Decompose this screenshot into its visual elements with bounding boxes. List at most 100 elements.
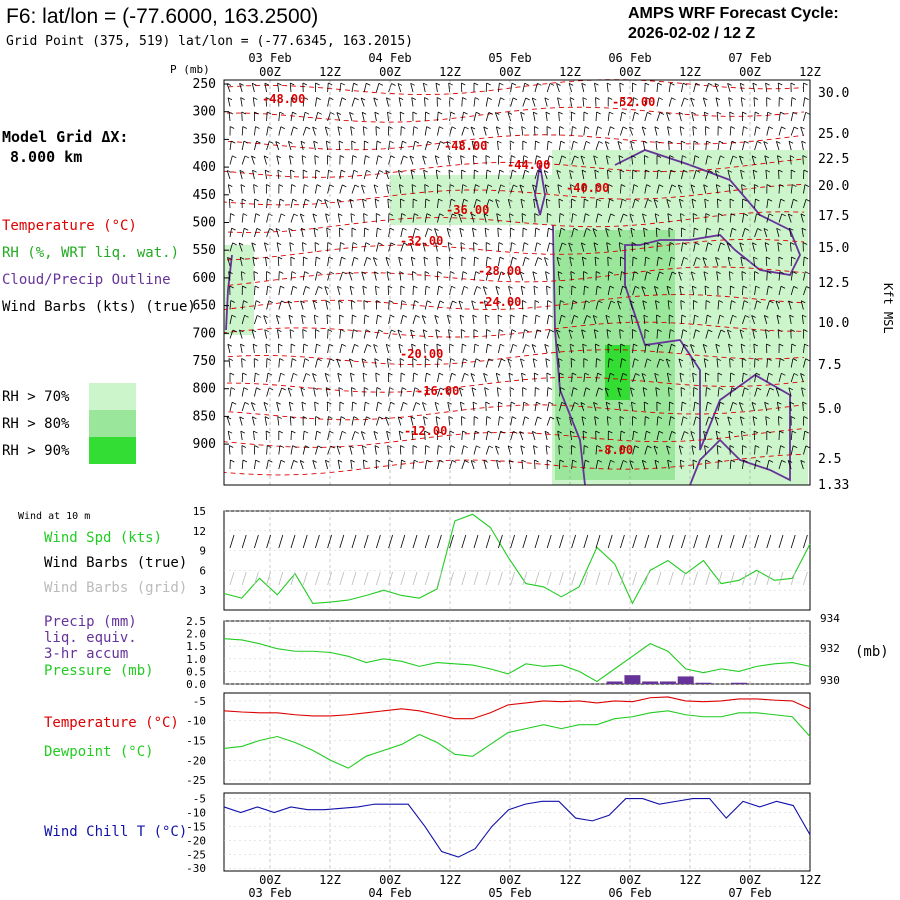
wind-barb bbox=[361, 184, 365, 194]
wind-barb-flag bbox=[728, 184, 734, 187]
wind-barb bbox=[325, 387, 328, 397]
wind-barb bbox=[485, 314, 487, 325]
wind-barb-flag bbox=[252, 82, 257, 86]
wind-barb bbox=[666, 445, 670, 455]
wind-barb bbox=[644, 344, 647, 354]
wind-barb bbox=[388, 402, 392, 412]
wind-barb-flag bbox=[463, 198, 469, 202]
wind-barb bbox=[302, 373, 307, 383]
wind-barb-flag bbox=[559, 372, 564, 376]
wind-barb bbox=[681, 401, 683, 412]
wind-barb bbox=[290, 358, 293, 368]
wind-barb-flag bbox=[227, 343, 233, 347]
wind-barb-flag bbox=[767, 198, 773, 202]
wind-barb-flag bbox=[410, 329, 415, 333]
surface-grid-wind-barb bbox=[620, 571, 625, 586]
wind-barb-flag bbox=[253, 271, 259, 274]
wind-barb bbox=[739, 329, 743, 339]
wind-barb-flag bbox=[435, 242, 440, 246]
wind-barb-flag bbox=[462, 184, 467, 187]
wind-barb bbox=[461, 199, 465, 209]
wind-barb-flag bbox=[228, 271, 233, 274]
wind-barb bbox=[620, 460, 624, 470]
surface-grid-wind-barb bbox=[571, 571, 576, 586]
wind-barb bbox=[534, 83, 538, 93]
wind-barb-flag bbox=[730, 126, 736, 129]
wind-barb-flag bbox=[496, 213, 501, 217]
wind-barb-flag bbox=[388, 126, 393, 129]
wind-barb-flag bbox=[568, 329, 574, 333]
wind-barb bbox=[361, 445, 365, 455]
wind-barb-flag bbox=[354, 184, 360, 188]
wind-barb-flag bbox=[692, 285, 697, 289]
wind-barb-flag bbox=[633, 343, 638, 347]
wind-barb-flag bbox=[360, 97, 366, 101]
wind-barb-flag bbox=[512, 97, 518, 101]
wind-barb-flag bbox=[629, 213, 634, 217]
wind-barb-flag bbox=[373, 184, 379, 188]
wind-barb bbox=[483, 126, 487, 136]
wind-barb bbox=[595, 300, 599, 310]
wind-barb bbox=[275, 315, 280, 325]
wind-barb bbox=[742, 228, 746, 238]
wind-barb-flag bbox=[570, 97, 575, 100]
wind-barb-flag bbox=[327, 329, 333, 332]
wind-barb bbox=[398, 431, 402, 441]
wind-barb bbox=[473, 256, 476, 267]
wind-barb-flag bbox=[264, 329, 269, 333]
wind-barb-flag bbox=[329, 97, 334, 101]
wind-barb bbox=[435, 83, 438, 93]
wind-barb bbox=[705, 170, 710, 180]
wind-barb bbox=[705, 228, 708, 238]
wind-barb bbox=[510, 83, 513, 93]
wind-barb-flag bbox=[523, 401, 528, 405]
wind-barb-flag bbox=[671, 271, 677, 275]
wind-barb-flag bbox=[279, 358, 284, 361]
wind-barb-flag bbox=[349, 111, 354, 115]
wind-barb-flag bbox=[401, 300, 407, 303]
wind-barb bbox=[693, 329, 697, 339]
wind-barb-flag bbox=[327, 401, 332, 405]
wind-barb bbox=[510, 344, 514, 354]
wind-barb-flag bbox=[593, 242, 599, 246]
wind-barb-flag bbox=[424, 97, 429, 100]
wind-barb-flag bbox=[669, 242, 675, 245]
wind-barb-flag bbox=[586, 315, 591, 318]
wind-barb bbox=[313, 228, 316, 238]
wind-barb-flag bbox=[240, 430, 245, 434]
wind-barb-flag bbox=[485, 314, 490, 318]
wind-barb bbox=[521, 373, 524, 383]
wind-barb-flag bbox=[523, 314, 528, 318]
wind-barb-flag bbox=[278, 430, 283, 434]
temp-label-1: -52.00 bbox=[612, 95, 655, 109]
wind-barb bbox=[239, 257, 243, 267]
wind-barb-flag bbox=[618, 227, 623, 231]
wind-barb-flag bbox=[512, 169, 517, 173]
wind-barb bbox=[607, 199, 611, 209]
wind-barb bbox=[399, 271, 402, 281]
wind-barb bbox=[668, 387, 670, 397]
wind-barb-flag bbox=[775, 300, 781, 304]
wind-barb bbox=[765, 170, 768, 180]
wind-barb bbox=[373, 184, 377, 194]
surface-grid-wind-barb bbox=[778, 571, 784, 586]
wind-barb bbox=[704, 445, 707, 455]
wind-barb-flag bbox=[487, 184, 493, 188]
wind-barb-flag bbox=[656, 401, 662, 405]
wind-barb-flag bbox=[363, 459, 368, 463]
wind-barb bbox=[741, 184, 743, 194]
wind-barb bbox=[228, 358, 231, 368]
wind-barb-flag bbox=[646, 430, 651, 434]
wind-barb bbox=[498, 431, 501, 441]
wind-barb bbox=[472, 315, 475, 325]
wind-barb bbox=[666, 199, 670, 209]
wind-barb-flag bbox=[292, 445, 297, 448]
time-date-label-bottom: 05 Feb bbox=[488, 886, 531, 900]
wind-barb bbox=[363, 213, 365, 223]
wind-barb-flag bbox=[389, 140, 394, 144]
wind-barb bbox=[302, 271, 306, 281]
wind-barb bbox=[519, 184, 524, 194]
wind-barb-flag bbox=[499, 416, 504, 419]
wind-barb-flag bbox=[790, 82, 796, 86]
wind-barb bbox=[790, 343, 793, 354]
